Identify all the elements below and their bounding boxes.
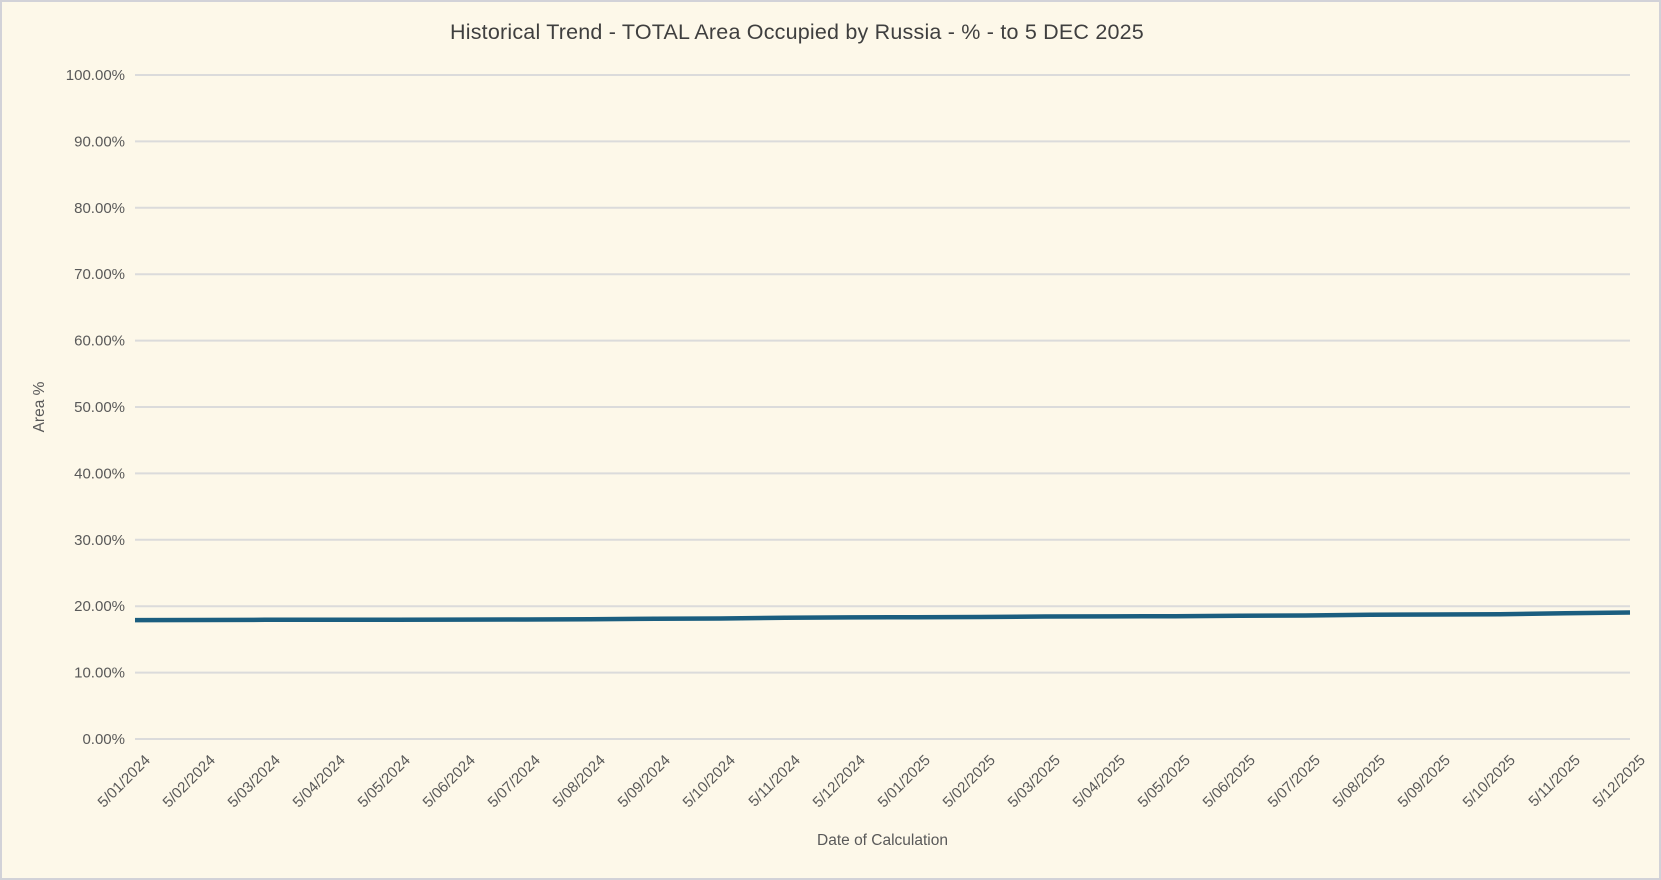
x-tick-label: 5/08/2025 [1330, 752, 1389, 811]
x-tick-label: 5/10/2025 [1460, 752, 1519, 811]
x-tick-label: 5/12/2025 [1590, 752, 1649, 811]
x-tick-label: 5/07/2024 [485, 752, 544, 811]
chart-title: Historical Trend - TOTAL Area Occupied b… [450, 20, 1144, 44]
x-tick-label: 5/03/2024 [225, 752, 284, 811]
x-tick-label: 5/12/2024 [810, 752, 869, 811]
y-tick-label: 40.00% [74, 465, 125, 482]
y-tick-label: 70.00% [74, 266, 125, 283]
x-tick-label: 5/01/2024 [95, 752, 154, 811]
y-tick-label: 50.00% [74, 399, 125, 416]
x-tick-label: 5/08/2024 [550, 752, 609, 811]
y-tick-label: 90.00% [74, 133, 125, 150]
y-tick-label: 80.00% [74, 200, 125, 217]
x-tick-label: 5/09/2025 [1395, 752, 1454, 811]
x-tick-label: 5/11/2024 [745, 752, 803, 810]
x-tick-label: 5/04/2024 [290, 752, 349, 811]
x-tick-label: 5/09/2024 [615, 752, 674, 811]
x-tick-label: 5/02/2025 [940, 752, 999, 811]
x-tick-label: 5/06/2025 [1200, 752, 1259, 811]
x-tick-label: 5/05/2024 [355, 752, 414, 811]
x-tick-label: 5/11/2025 [1525, 752, 1583, 810]
y-tick-label: 10.00% [74, 665, 125, 682]
data-series-line [134, 610, 1631, 623]
x-tick-label: 5/04/2025 [1070, 752, 1129, 811]
x-tick-label: 5/03/2025 [1005, 752, 1064, 811]
x-tick-label: 5/10/2024 [680, 752, 739, 811]
y-tick-label: 60.00% [74, 333, 125, 350]
y-tick-label: 20.00% [74, 598, 125, 615]
y-tick-label: 100.00% [66, 67, 125, 84]
y-tick-label: 0.00% [82, 731, 125, 748]
x-axis-title: Date of Calculation [817, 832, 948, 849]
x-tick-label: 5/01/2025 [875, 752, 934, 811]
x-tick-label: 5/02/2024 [160, 752, 219, 811]
x-tick-label: 5/05/2025 [1135, 752, 1194, 811]
y-tick-label: 30.00% [74, 532, 125, 549]
x-tick-label: 5/06/2024 [420, 752, 479, 811]
x-tick-label: 5/07/2025 [1265, 752, 1324, 811]
